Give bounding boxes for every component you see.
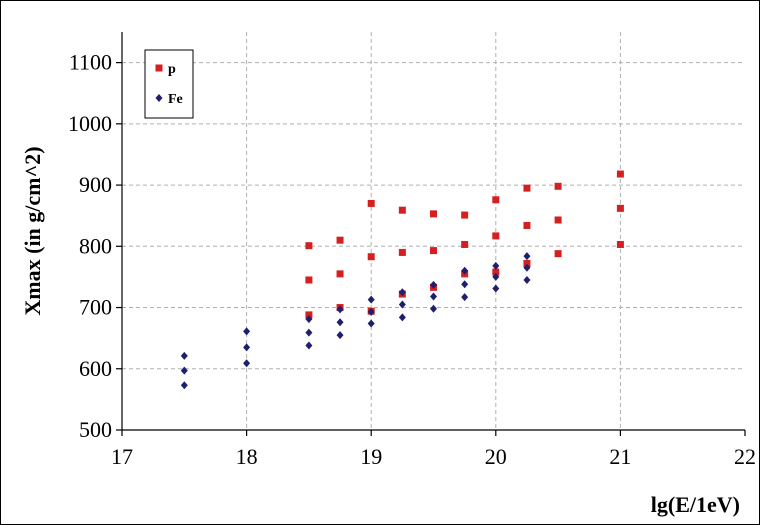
data-point (336, 236, 344, 244)
series-fe (180, 252, 531, 390)
data-point (554, 250, 562, 258)
x-tick-label: 22 (734, 444, 756, 469)
data-point (398, 313, 406, 322)
data-point (430, 280, 437, 289)
y-tick-label: 900 (79, 172, 112, 197)
y-axis-title: Xmax (in g/cm^2) (20, 146, 45, 315)
data-point (461, 280, 469, 289)
data-point (367, 319, 375, 328)
x-tick-label: 18 (236, 444, 258, 469)
data-point (492, 272, 500, 281)
data-point (367, 295, 375, 304)
data-point (461, 266, 469, 275)
y-tick-label: 1100 (69, 50, 112, 75)
data-point (492, 196, 500, 204)
y-tick-label: 600 (79, 356, 112, 381)
data-point (523, 252, 531, 261)
data-point (616, 240, 624, 248)
legend-label: Fe (168, 92, 183, 107)
data-point (523, 275, 531, 284)
data-point (336, 331, 344, 340)
data-point (305, 315, 313, 324)
legend-marker (155, 94, 163, 102)
data-point (398, 206, 406, 214)
data-point (523, 263, 531, 272)
data-point (554, 182, 562, 190)
data-point (523, 184, 531, 192)
legend: p Fe (144, 49, 194, 119)
data-point (492, 261, 500, 270)
data-point (305, 242, 313, 250)
y-tick-label: 500 (79, 417, 112, 442)
data-point (398, 248, 406, 256)
plot-area (122, 32, 745, 430)
data-point (430, 304, 437, 313)
y-tick-label: 700 (79, 295, 112, 320)
x-tick-label: 17 (111, 444, 133, 469)
data-point (305, 328, 313, 337)
data-point (243, 359, 251, 368)
x-tick-label: 19 (360, 444, 382, 469)
data-point (461, 240, 469, 248)
data-point (616, 170, 624, 178)
data-point (243, 327, 251, 336)
data-point (336, 305, 344, 314)
data-point (305, 311, 313, 319)
data-point (523, 259, 531, 267)
data-point (492, 268, 500, 276)
data-point (305, 341, 313, 350)
legend-box (144, 49, 194, 119)
data-point (336, 270, 344, 278)
data-point (616, 204, 624, 212)
data-point (430, 292, 437, 301)
y-tick-label: 1000 (68, 111, 112, 136)
data-point (336, 318, 344, 327)
data-point (492, 284, 500, 293)
data-point (398, 300, 406, 309)
legend-marker (155, 64, 163, 72)
data-point (554, 216, 562, 224)
data-point (180, 381, 188, 390)
data-point (430, 247, 437, 255)
x-tick-label: 20 (485, 444, 507, 469)
data-point (523, 221, 531, 229)
x-tick-label: 21 (609, 444, 631, 469)
data-point (430, 210, 437, 218)
data-point (492, 232, 500, 240)
data-point (305, 276, 313, 284)
data-point (180, 351, 188, 360)
data-point (461, 293, 469, 302)
y-tick-label: 800 (79, 233, 112, 258)
data-point (367, 307, 375, 316)
x-axis-title: lg(E/1eV) (651, 492, 740, 517)
data-point (398, 288, 406, 297)
data-point (461, 211, 469, 219)
data-point (180, 366, 188, 375)
data-point (367, 199, 375, 207)
legend-label: p (168, 62, 176, 77)
data-point (367, 253, 375, 261)
data-point (243, 343, 251, 352)
